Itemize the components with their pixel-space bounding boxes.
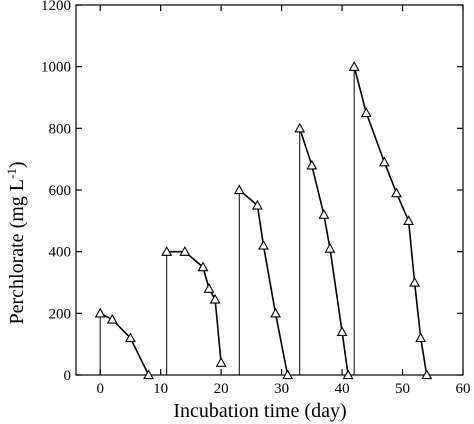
- x-axis-title: Incubation time (day): [173, 400, 346, 422]
- data-point: [143, 369, 154, 380]
- data-point: [415, 332, 427, 343]
- data-point: [179, 246, 191, 256]
- data-point: [203, 283, 215, 293]
- data-point: [378, 156, 390, 167]
- x-tick-label: 50: [395, 381, 410, 397]
- series-line: [166, 250, 222, 363]
- data-point: [233, 184, 245, 195]
- data-point: [215, 357, 227, 367]
- data-point: [360, 107, 372, 118]
- data-point: [421, 369, 433, 380]
- series-line: [238, 189, 289, 376]
- data-point: [324, 242, 336, 253]
- y-tick-label: 200: [49, 306, 72, 322]
- data-point: [282, 369, 294, 380]
- series-line: [353, 66, 428, 376]
- y-tick-label: 1000: [41, 60, 71, 76]
- x-tick-label: 10: [153, 381, 168, 397]
- data-point: [94, 307, 106, 318]
- x-tick-label: 30: [274, 381, 289, 397]
- data-point: [209, 293, 221, 304]
- data-point: [161, 246, 173, 256]
- y-tick-label: 1200: [41, 0, 71, 14]
- y-tick-label: 0: [64, 368, 72, 384]
- data-point: [258, 239, 269, 250]
- y-axis-title-main: Perchlorate (mg L: [6, 179, 28, 325]
- data-point: [197, 261, 209, 272]
- plot-frame: [75, 4, 464, 376]
- y-tick-label: 400: [49, 245, 72, 261]
- data-point: [348, 61, 360, 71]
- data-point: [336, 326, 348, 336]
- x-tick-label: 60: [456, 381, 471, 397]
- data-point: [251, 199, 263, 210]
- spike-lines: [99, 66, 355, 375]
- series-line: [298, 128, 349, 376]
- x-tick-label: 40: [335, 381, 350, 397]
- x-tick-label: 0: [96, 381, 104, 397]
- y-axis-title: Perchlorate (mg L-1): [4, 161, 28, 324]
- data-point: [294, 122, 306, 133]
- x-tick-label: 20: [214, 381, 229, 397]
- data-point: [124, 332, 136, 343]
- data-point: [342, 369, 354, 380]
- series-line: [99, 312, 150, 376]
- data-point: [306, 159, 318, 170]
- data-markers: [94, 61, 433, 380]
- data-point: [270, 307, 281, 318]
- data-point: [403, 215, 415, 225]
- data-point: [106, 313, 118, 324]
- data-point: [409, 276, 421, 287]
- data-point: [391, 187, 402, 198]
- y-tick-label: 800: [49, 121, 72, 137]
- data-point: [318, 209, 330, 219]
- y-tick-label: 600: [49, 183, 72, 199]
- series-lines: [99, 66, 428, 376]
- y-axis-title-superscript: -1: [4, 168, 19, 179]
- y-axis-title-suffix: ): [6, 161, 28, 168]
- plot-axes: [75, 4, 464, 376]
